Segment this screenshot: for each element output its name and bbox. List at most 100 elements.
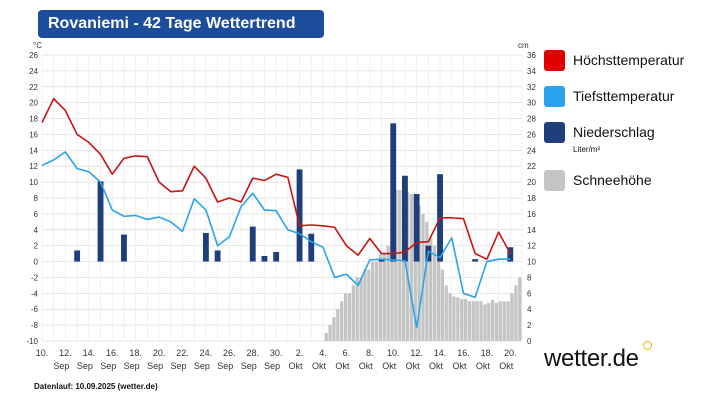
right-tick-label: 16 xyxy=(527,210,536,219)
left-tick-label: -6 xyxy=(31,305,39,314)
x-tick-month: Sep xyxy=(53,361,69,371)
right-tick-label: 0 xyxy=(527,337,532,346)
x-tick-day: 4. xyxy=(319,348,327,358)
precipitation-bar xyxy=(249,226,256,262)
legend-item-snow: Schneehöhe xyxy=(544,168,714,192)
snow-bar xyxy=(471,301,475,341)
legend-label-high: Höchsttemperatur xyxy=(573,52,685,68)
x-tick-day: 18. xyxy=(129,348,142,358)
x-tick-month: Sep xyxy=(194,361,210,371)
precipitation-bar xyxy=(413,194,420,262)
x-tick-month: Okt xyxy=(382,361,397,371)
legend-swatch-snow xyxy=(544,170,565,191)
snow-bar xyxy=(382,253,386,341)
left-tick-label: -8 xyxy=(31,321,39,330)
x-tick-day: 22. xyxy=(176,348,189,358)
left-tick-label: -4 xyxy=(31,289,39,298)
snow-bar xyxy=(510,293,514,341)
snow-bar xyxy=(429,237,433,341)
precipitation-bar xyxy=(308,233,315,262)
precipitation-bar xyxy=(121,234,127,262)
legend-label-low: Tiefsttemperatur xyxy=(573,88,675,104)
legend-label-precip: Niederschlag xyxy=(573,124,655,140)
x-tick-month: Okt xyxy=(476,361,491,371)
x-tick-day: 16. xyxy=(106,348,119,358)
x-tick-day: 12. xyxy=(410,348,423,358)
snow-bar xyxy=(460,298,464,341)
x-tick-month: Okt xyxy=(452,361,467,371)
logo-sun-icon xyxy=(643,341,652,350)
precipitation-bar xyxy=(472,259,479,262)
left-tick-label: 10 xyxy=(29,178,38,187)
snow-bar xyxy=(374,261,379,341)
snow-bar xyxy=(425,221,429,341)
snow-bar xyxy=(421,213,425,341)
snow-bar xyxy=(483,304,487,341)
precipitation-bar xyxy=(261,255,268,262)
right-tick-label: 6 xyxy=(527,289,532,298)
x-tick-day: 28. xyxy=(246,348,259,358)
x-tick-day: 12. xyxy=(59,348,72,358)
high-temperature-line xyxy=(41,97,511,260)
snow-bar xyxy=(378,253,383,341)
snow-bar xyxy=(324,333,328,341)
snow-bar xyxy=(398,190,402,341)
left-tick-label: 0 xyxy=(34,258,39,267)
x-tick-month: Okt xyxy=(429,361,444,371)
snow-bar xyxy=(494,302,499,341)
snow-bar xyxy=(479,301,483,341)
snow-bar xyxy=(355,277,359,341)
left-tick-label: 26 xyxy=(29,51,38,60)
snow-bar xyxy=(413,198,417,341)
snow-bar xyxy=(456,297,460,341)
snow-bar xyxy=(432,245,437,341)
legend: Höchsttemperatur Tiefsttemperatur Nieder… xyxy=(544,48,714,204)
chart-title: Rovaniemi - 42 Tage Wettertrend xyxy=(38,10,324,38)
low-temperature-line xyxy=(41,151,511,329)
snow-bar xyxy=(444,285,448,341)
x-tick-day: 20. xyxy=(504,348,517,358)
snow-bar xyxy=(343,293,348,341)
right-tick-label: 2 xyxy=(527,321,532,330)
right-tick-label: 14 xyxy=(527,226,536,235)
legend-sublabel-precip: Liter/m² xyxy=(573,145,601,154)
left-tick-label: -10 xyxy=(26,337,38,346)
wetter-de-logo: wetter.de xyxy=(544,345,639,372)
snow-bar xyxy=(367,269,371,341)
snow-bar xyxy=(417,205,421,341)
left-tick-label: -2 xyxy=(31,273,39,282)
precipitation-bar xyxy=(402,175,408,262)
left-tick-label: 4 xyxy=(34,226,39,235)
x-tick-month: Sep xyxy=(217,361,233,371)
x-tick-month: Sep xyxy=(241,361,257,371)
axes: °C cm-10-8-6-4-20246810121416182022242602… xyxy=(26,41,536,371)
left-axis-unit: °C xyxy=(33,41,42,50)
snow-bar xyxy=(359,277,363,341)
x-tick-day: 14. xyxy=(83,348,96,358)
x-tick-month: Sep xyxy=(100,361,116,371)
snow-bar xyxy=(448,293,452,341)
precipitation-bar xyxy=(214,250,221,262)
precipitation-bar xyxy=(273,252,280,262)
snow-bar xyxy=(498,301,503,341)
right-tick-label: 8 xyxy=(527,273,532,282)
snow-bar xyxy=(386,245,390,341)
right-tick-label: 18 xyxy=(527,194,536,203)
legend-item-low: Tiefsttemperatur xyxy=(544,84,714,108)
right-tick-label: 22 xyxy=(527,162,536,171)
x-tick-month: Sep xyxy=(124,361,140,371)
x-tick-month: Okt xyxy=(335,361,350,371)
snow-bar xyxy=(328,325,332,341)
x-tick-day: 24. xyxy=(200,348,213,358)
left-tick-label: 12 xyxy=(29,162,38,171)
left-tick-label: 16 xyxy=(29,130,38,139)
x-tick-day: 16. xyxy=(457,348,470,358)
legend-item-high: Höchsttemperatur xyxy=(544,48,714,72)
right-tick-label: 24 xyxy=(527,146,536,155)
legend-swatch-low xyxy=(544,86,565,107)
precipitation-bar xyxy=(507,247,514,262)
snow-bar xyxy=(440,269,444,341)
snow-bar xyxy=(402,190,406,341)
precipitation-bar xyxy=(74,250,81,262)
right-tick-label: 10 xyxy=(527,258,536,267)
